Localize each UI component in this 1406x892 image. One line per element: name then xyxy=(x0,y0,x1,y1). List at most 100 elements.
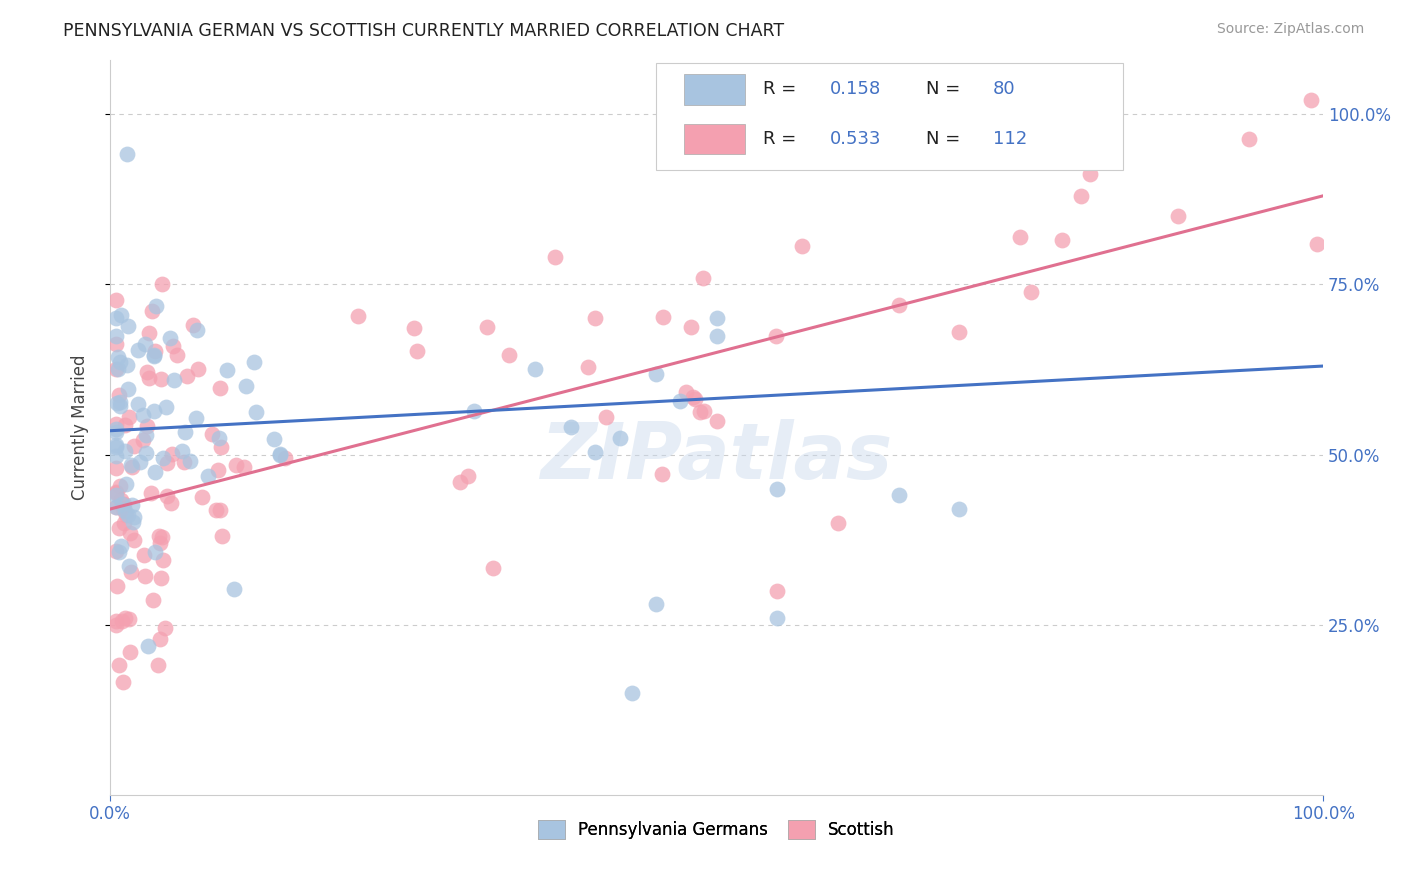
Point xyxy=(111,614,134,628)
Point xyxy=(105,311,128,326)
Point xyxy=(406,344,429,359)
Point xyxy=(482,561,505,575)
Point xyxy=(105,395,128,409)
Point xyxy=(560,420,582,434)
Point xyxy=(463,404,485,418)
Point xyxy=(269,448,291,462)
Point xyxy=(790,239,813,253)
Point xyxy=(583,445,606,459)
Point xyxy=(107,361,129,376)
Point xyxy=(197,469,219,483)
Point xyxy=(121,515,143,529)
Point xyxy=(887,298,910,312)
Point xyxy=(150,530,173,544)
Point xyxy=(105,614,128,628)
Point xyxy=(105,441,128,455)
Point xyxy=(107,388,129,402)
Point xyxy=(117,508,139,522)
Point xyxy=(110,539,132,553)
Text: 112: 112 xyxy=(993,130,1028,148)
Bar xyxy=(683,74,745,105)
Point xyxy=(105,449,128,463)
Point xyxy=(105,579,128,593)
Text: R =: R = xyxy=(762,130,801,148)
Point xyxy=(114,444,136,458)
Point xyxy=(766,482,789,496)
Point xyxy=(208,432,231,446)
Point xyxy=(108,479,131,493)
Point xyxy=(523,362,546,376)
Point xyxy=(173,425,195,439)
Point xyxy=(127,396,149,410)
Point xyxy=(1078,167,1101,181)
Point xyxy=(127,343,149,357)
Point xyxy=(404,320,426,334)
Point xyxy=(108,657,131,672)
Point xyxy=(105,488,128,502)
Point xyxy=(148,529,170,543)
Point xyxy=(235,379,257,393)
Point xyxy=(143,544,166,558)
Point xyxy=(139,486,162,500)
Point xyxy=(233,460,256,475)
Point xyxy=(105,425,128,439)
Point xyxy=(693,404,716,418)
Point xyxy=(1299,94,1322,108)
Point xyxy=(477,320,499,334)
Point xyxy=(152,450,174,465)
Point xyxy=(1008,229,1031,244)
Point xyxy=(205,503,228,517)
Point xyxy=(114,611,136,625)
Point xyxy=(105,417,128,431)
Point xyxy=(948,502,970,516)
Point xyxy=(107,521,129,535)
Point xyxy=(115,476,138,491)
Text: 0.533: 0.533 xyxy=(830,130,882,148)
Point xyxy=(1052,233,1074,247)
Point xyxy=(105,362,128,376)
Point xyxy=(1070,189,1092,203)
Point xyxy=(111,502,134,516)
Point xyxy=(544,250,567,264)
Point xyxy=(142,348,165,362)
Point xyxy=(149,536,172,550)
Point xyxy=(122,510,145,524)
Point xyxy=(105,618,128,632)
Point xyxy=(706,311,728,326)
Point xyxy=(155,400,177,414)
Point xyxy=(263,433,285,447)
Point xyxy=(669,393,692,408)
Point xyxy=(145,299,167,313)
Point xyxy=(1167,209,1189,223)
Point xyxy=(706,413,728,427)
Point xyxy=(105,438,128,452)
Point xyxy=(107,350,129,364)
Point xyxy=(110,309,132,323)
Point xyxy=(145,465,167,479)
Point xyxy=(143,404,166,418)
Point xyxy=(108,395,131,409)
Point xyxy=(222,582,245,597)
Point xyxy=(948,325,970,339)
Point xyxy=(449,475,471,489)
Point xyxy=(243,355,266,369)
Point xyxy=(105,293,128,307)
Point xyxy=(132,548,155,562)
Point xyxy=(679,320,702,334)
Point xyxy=(187,361,209,376)
Point xyxy=(128,455,150,469)
Text: N =: N = xyxy=(927,130,966,148)
Point xyxy=(682,390,704,404)
Point xyxy=(173,455,195,469)
Point xyxy=(1306,236,1329,251)
Point xyxy=(134,569,156,583)
Point xyxy=(209,503,232,517)
Point xyxy=(181,318,204,332)
Point xyxy=(163,373,186,387)
Point xyxy=(347,310,370,324)
Point xyxy=(184,410,207,425)
Point xyxy=(142,593,165,607)
Point xyxy=(105,484,128,499)
Point xyxy=(595,410,617,425)
Point xyxy=(124,438,146,452)
